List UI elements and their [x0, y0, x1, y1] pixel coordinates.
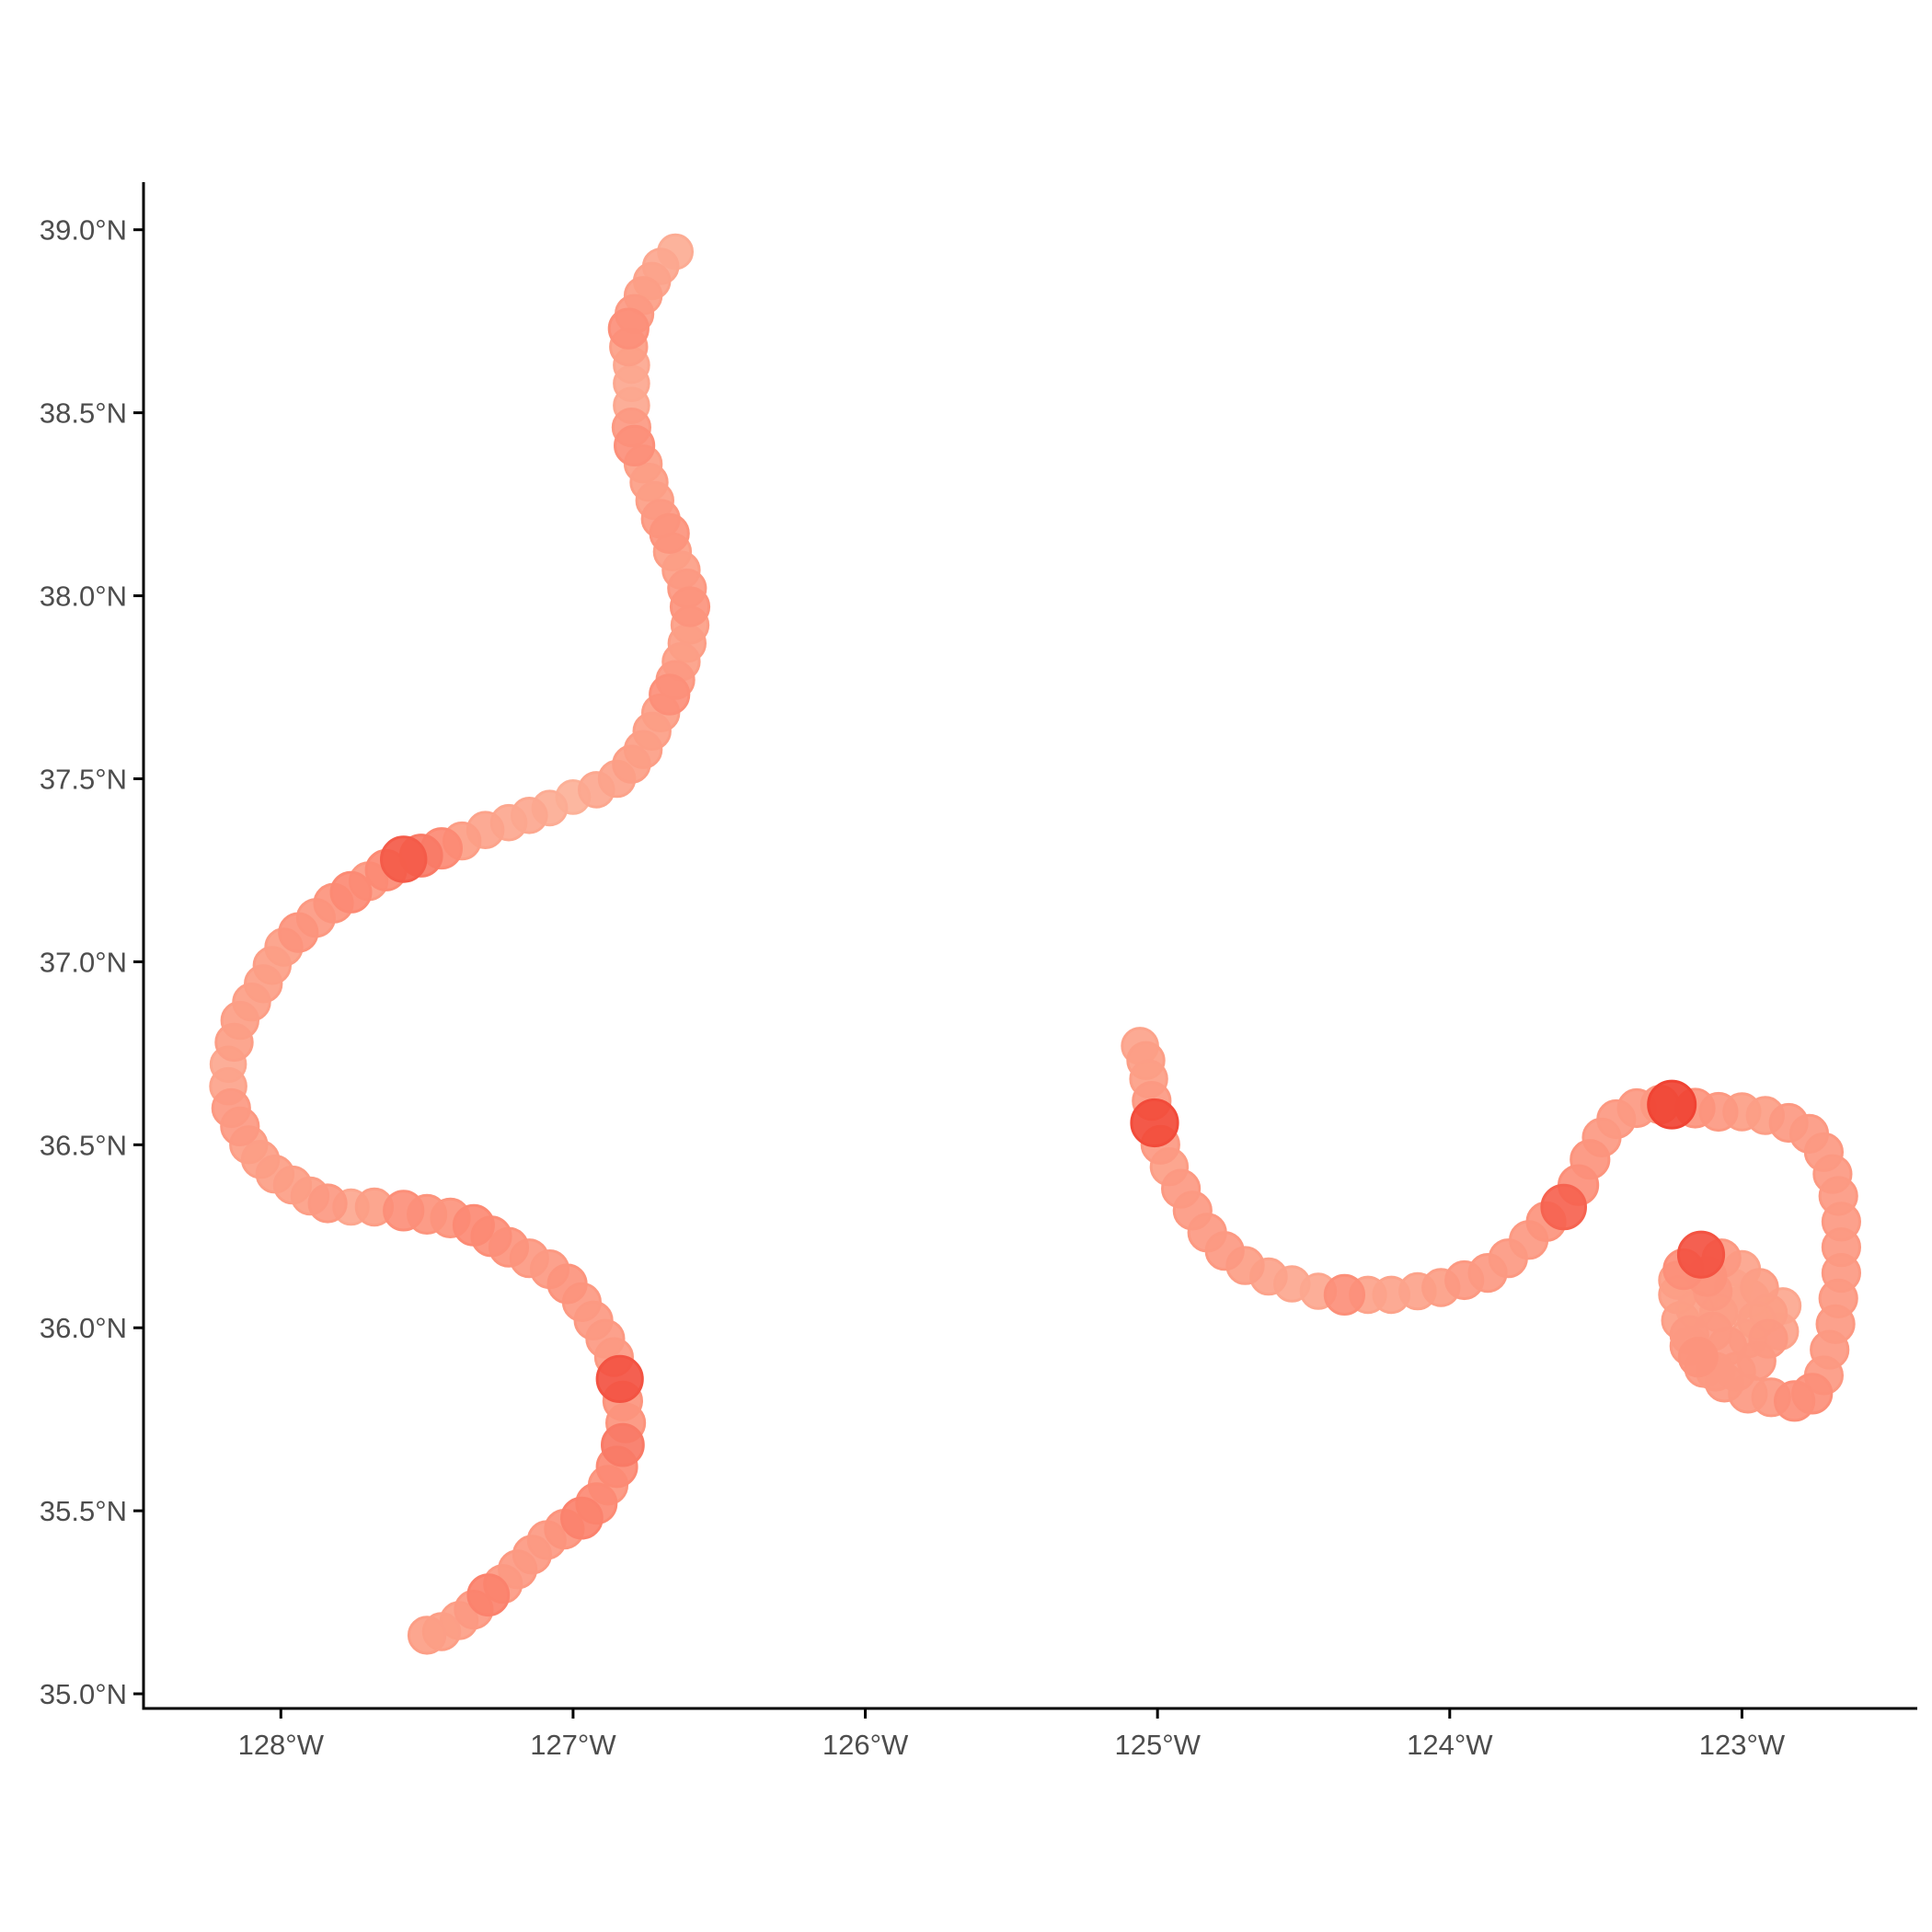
data-point: [669, 586, 711, 627]
data-point: [329, 870, 373, 914]
x-tick-label: 123°W: [1699, 1729, 1786, 1761]
data-points-layer: [209, 233, 1862, 1655]
x-tick-label: 126°W: [822, 1729, 909, 1761]
data-point: [614, 424, 656, 466]
data-point: [607, 307, 650, 350]
data-point: [383, 1190, 425, 1232]
data-point: [452, 1203, 495, 1247]
x-tick-label: 128°W: [238, 1729, 325, 1761]
data-point: [1774, 1380, 1816, 1422]
y-tick-label: 36.0°N: [40, 1312, 127, 1344]
data-point: [1677, 1337, 1719, 1378]
data-point: [307, 1183, 348, 1224]
y-tick-label: 38.0°N: [40, 581, 127, 613]
y-tick-label: 37.5°N: [40, 763, 127, 795]
data-point: [601, 1422, 645, 1467]
y-tick-label: 35.0°N: [40, 1678, 127, 1710]
y-tick-label: 36.5°N: [40, 1129, 127, 1161]
data-point: [1540, 1183, 1587, 1231]
axes: 128°W 127°W 126°W 125°W 124°W 123°W 35.0°N35.…: [40, 182, 1917, 1761]
x-tick-label: 127°W: [530, 1729, 616, 1761]
x-axis-ticks: 128°W 127°W 126°W 125°W 124°W 123°W: [238, 1708, 1786, 1761]
data-point: [407, 1616, 447, 1655]
y-tick-label: 38.5°N: [40, 397, 127, 430]
x-tick-label: 125°W: [1114, 1729, 1201, 1761]
data-point: [595, 1354, 644, 1404]
data-point: [1323, 1273, 1366, 1317]
data-point: [278, 912, 319, 953]
data-point: [1130, 1098, 1179, 1148]
y-tick-label: 35.5°N: [40, 1495, 127, 1527]
y-axis-ticks: 35.0°N 35.5°N 36.0°N 36.5°N 37.0°N 37.5°N 38.0…: [40, 214, 144, 1710]
x-tick-label: 124°W: [1407, 1729, 1493, 1761]
data-point: [546, 1263, 588, 1305]
data-point: [1204, 1231, 1245, 1271]
data-point: [220, 1106, 260, 1147]
data-point: [1676, 1230, 1726, 1279]
data-point: [214, 1022, 254, 1063]
y-tick-label: 37.0°N: [40, 946, 127, 978]
data-point: [380, 835, 428, 883]
data-point: [560, 1496, 604, 1540]
data-point: [612, 744, 651, 784]
y-tick-label: 39.0°N: [40, 214, 127, 247]
data-point: [1647, 1079, 1697, 1130]
data-point: [649, 512, 690, 555]
data-point: [466, 1573, 511, 1617]
data-point: [649, 673, 691, 716]
